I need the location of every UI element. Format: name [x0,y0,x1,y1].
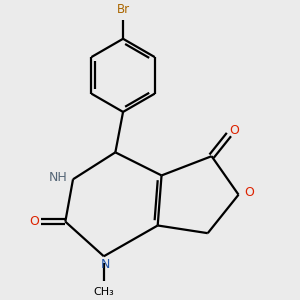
Text: NH: NH [49,171,67,184]
Text: O: O [230,124,240,137]
Text: CH₃: CH₃ [93,287,114,297]
Text: O: O [244,186,254,199]
Text: Br: Br [116,4,130,16]
Text: N: N [101,258,110,271]
Text: O: O [29,215,39,228]
